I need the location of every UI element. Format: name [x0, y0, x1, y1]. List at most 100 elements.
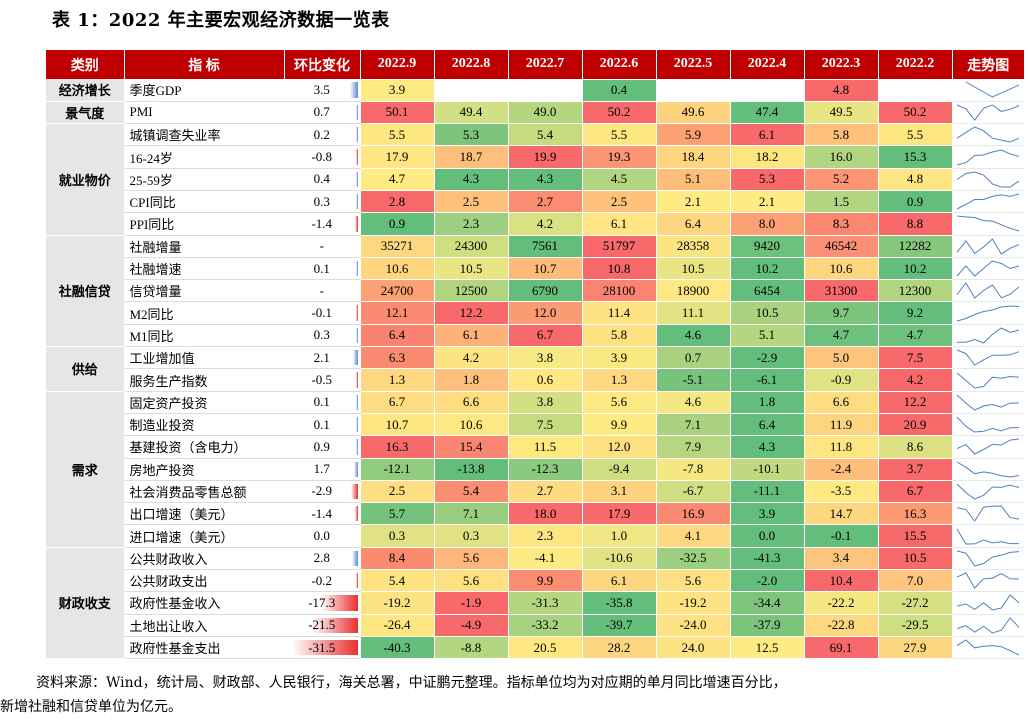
value-cell: 49.0	[507, 100, 583, 125]
change-cell: -21.5	[284, 614, 360, 637]
value-cell: 12.0	[581, 435, 657, 459]
value-cell: 6790	[507, 279, 583, 303]
header-month: 2022.6	[582, 50, 657, 79]
indicator-name: 25-59岁	[124, 168, 284, 191]
value-cell: 5.0	[803, 346, 879, 370]
change-value: -1.4	[311, 215, 333, 231]
table-title: 表 1：2022 年主要宏观经济数据一览表	[52, 10, 390, 31]
change-bar	[350, 82, 358, 98]
table-row: 制造业投资 0.1 10.7 10.6 7.5 9.9 7.1 6.4 11.9 20.9	[46, 412, 1024, 437]
value-cell: 2.1	[655, 189, 731, 214]
value-cell: -2.4	[803, 457, 879, 481]
value-cell: 2.5	[581, 189, 657, 214]
value-cell: 10.6	[803, 256, 879, 281]
indicator-name: 进口增速（美元）	[124, 524, 284, 548]
value-cell: -2.9	[729, 346, 805, 370]
change-cell: 3.5	[284, 79, 360, 102]
table-row: 需求 固定资产投资 0.1 6.7 6.6 3.8 5.6 4.6 1.8 6.6 12.2	[46, 390, 1024, 548]
value-cell: 16.3	[359, 435, 435, 459]
trend-cell	[951, 301, 1024, 325]
indicator-name: 出口增速（美元）	[124, 502, 284, 526]
indicator-name: 政府性基金收入	[124, 591, 284, 615]
header-row: 类别 指 标 环比变化 2022.9 2022.8 2022.7 2022.6 …	[46, 50, 1024, 79]
change-bar	[355, 127, 358, 143]
value-cell: -4.9	[433, 613, 509, 637]
change-value: -2.9	[311, 483, 333, 499]
value-cell: 8.4	[359, 546, 435, 571]
value-cell: 11.4	[581, 301, 657, 325]
value-cell: 3.8	[507, 390, 583, 414]
value-cell: 49.4	[433, 100, 509, 125]
value-cell: -40.3	[359, 635, 435, 660]
change-value: -0.5	[311, 372, 333, 387]
trend-sparkline	[956, 327, 1019, 344]
indicator-name: 固定资产投资	[124, 391, 284, 414]
change-cell: 0.1	[284, 391, 360, 414]
trend-sparkline	[956, 639, 1019, 656]
value-cell: 2.1	[729, 189, 805, 214]
change-value: 0.3	[313, 327, 330, 343]
value-cell: -29.5	[877, 613, 953, 637]
macro-data-table: 类别 指 标 环比变化 2022.9 2022.8 2022.7 2022.6 …	[46, 50, 1024, 660]
change-cell: 0.1	[284, 413, 360, 437]
change-value: 2.1	[313, 349, 330, 365]
value-cell: 6.4	[359, 323, 435, 348]
value-cell: 10.7	[507, 256, 583, 281]
value-cell: 12500	[433, 279, 509, 303]
table-row: 社会消费品零售总额 -2.9 2.5 5.4 2.7 3.1 -6.7 -11.1 -3.5 6.…	[46, 479, 1024, 504]
value-cell: -10.1	[729, 457, 805, 481]
value-cell: 46542	[803, 234, 879, 258]
change-value: 1.7	[313, 461, 330, 477]
value-cell: 0.6	[507, 368, 583, 392]
indicator-name: PPI同比	[124, 212, 284, 236]
value-cell: 10.5	[729, 301, 805, 325]
trend-line	[956, 550, 1019, 567]
change-cell: 2.8	[284, 547, 360, 571]
table-row: 土地出让收入 -21.5 -26.4 -4.9 -33.2 -39.7 -24.0 -37.9…	[46, 613, 1024, 637]
indicator-name: 房地产投资	[124, 458, 284, 481]
change-cell: 0.4	[284, 168, 360, 191]
value-cell: 15.5	[877, 524, 953, 548]
value-cell: 7.9	[655, 435, 731, 459]
value-cell	[507, 78, 583, 102]
change-value: -	[319, 282, 324, 298]
trend-line	[956, 372, 1019, 389]
change-cell: -17.3	[284, 591, 360, 615]
value-cell: 49.5	[803, 100, 879, 125]
change-bar	[355, 327, 358, 344]
change-value: 0.9	[313, 438, 330, 454]
value-cell: 10.6	[359, 256, 435, 281]
value-cell	[433, 78, 509, 102]
value-cell: 5.1	[729, 323, 805, 348]
value-cell: 16.3	[877, 502, 953, 526]
trend-sparkline	[956, 349, 1019, 366]
value-cell	[877, 78, 953, 102]
value-cell: 51797	[581, 234, 657, 258]
trend-line	[956, 349, 1019, 366]
table-row: 服务生产指数 -0.5 1.3 1.8 0.6 1.3 -5.1 -6.1 -0.9 4.2	[46, 368, 1024, 392]
value-cell: 6.7	[507, 323, 583, 348]
value-cell: 6.1	[581, 212, 657, 236]
footnote-line-1: 资料来源：Wind，统计局、财政部、人民银行，海关总署，中证鹏元整理。指标单位均…	[36, 675, 787, 691]
value-cell: -6.1	[729, 368, 805, 392]
change-bar	[354, 216, 358, 232]
value-cell: 17.9	[581, 502, 657, 526]
value-cell: 5.5	[581, 123, 657, 147]
value-cell: 8.3	[803, 212, 879, 236]
value-cell: 8.8	[877, 212, 953, 236]
value-cell: 35271	[359, 234, 435, 258]
value-cell: 9.7	[803, 301, 879, 325]
value-cell: 9420	[729, 234, 805, 258]
value-cell: 7561	[507, 234, 583, 258]
trend-line	[956, 394, 1019, 411]
trend-cell	[951, 547, 1024, 571]
value-cell: -8.8	[433, 635, 509, 660]
value-cell: -2.0	[729, 569, 805, 593]
indicator-name: 信贷增量	[124, 279, 284, 303]
change-bar	[351, 483, 358, 500]
change-value: 2.8	[313, 550, 330, 566]
value-cell: 15.4	[433, 435, 509, 459]
change-value: 3.5	[313, 81, 330, 97]
trend-cell	[951, 636, 1024, 660]
value-cell: 2.5	[433, 189, 509, 214]
